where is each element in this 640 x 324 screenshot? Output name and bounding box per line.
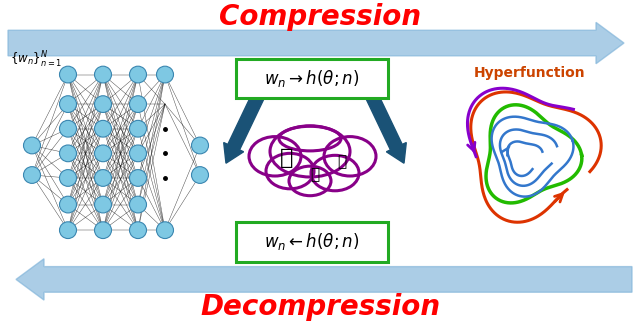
Circle shape [129, 66, 147, 83]
Ellipse shape [249, 137, 301, 176]
Circle shape [157, 66, 173, 83]
Ellipse shape [289, 166, 331, 196]
Text: Decompression: Decompression [200, 293, 440, 321]
Circle shape [60, 120, 77, 137]
FancyArrow shape [366, 94, 406, 163]
Circle shape [95, 196, 111, 213]
Circle shape [191, 167, 209, 183]
Circle shape [157, 222, 173, 238]
FancyArrow shape [8, 22, 624, 64]
Circle shape [95, 66, 111, 83]
Text: 🚗: 🚗 [280, 148, 294, 168]
FancyArrow shape [224, 94, 264, 163]
Circle shape [129, 120, 147, 137]
Circle shape [60, 222, 77, 238]
Circle shape [129, 96, 147, 112]
Circle shape [60, 196, 77, 213]
Text: $w_n \leftarrow h(\theta; n)$: $w_n \leftarrow h(\theta; n)$ [264, 231, 360, 252]
Text: 📷: 📷 [337, 154, 347, 169]
Circle shape [60, 169, 77, 186]
Circle shape [129, 196, 147, 213]
Text: Compression: Compression [219, 4, 421, 31]
Circle shape [95, 120, 111, 137]
Circle shape [95, 222, 111, 238]
Ellipse shape [324, 137, 376, 176]
Ellipse shape [279, 126, 341, 151]
Text: $w_n \rightarrow h(\theta; n)$: $w_n \rightarrow h(\theta; n)$ [264, 68, 360, 89]
FancyArrow shape [16, 259, 632, 300]
FancyBboxPatch shape [236, 222, 388, 262]
Ellipse shape [311, 155, 359, 191]
Ellipse shape [266, 153, 314, 189]
Text: Hyperfunction: Hyperfunction [474, 65, 586, 80]
Circle shape [129, 222, 147, 238]
Text: 📱: 📱 [310, 168, 319, 182]
Circle shape [95, 96, 111, 112]
FancyBboxPatch shape [236, 59, 388, 98]
Circle shape [60, 96, 77, 112]
Circle shape [24, 167, 40, 183]
Circle shape [60, 145, 77, 162]
Circle shape [24, 137, 40, 154]
Circle shape [60, 66, 77, 83]
Text: $\{w_n\}_{n=1}^{N}$: $\{w_n\}_{n=1}^{N}$ [10, 50, 62, 70]
Circle shape [129, 145, 147, 162]
Circle shape [129, 169, 147, 186]
Circle shape [191, 137, 209, 154]
Ellipse shape [270, 126, 350, 177]
Circle shape [95, 145, 111, 162]
Circle shape [95, 169, 111, 186]
